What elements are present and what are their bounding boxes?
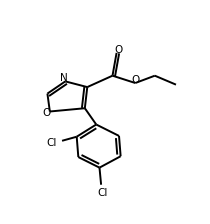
Text: N: N [60,73,68,84]
Text: O: O [131,75,139,85]
Text: Cl: Cl [98,188,108,198]
Text: O: O [114,45,122,55]
Text: O: O [42,108,51,118]
Text: Cl: Cl [46,138,57,148]
